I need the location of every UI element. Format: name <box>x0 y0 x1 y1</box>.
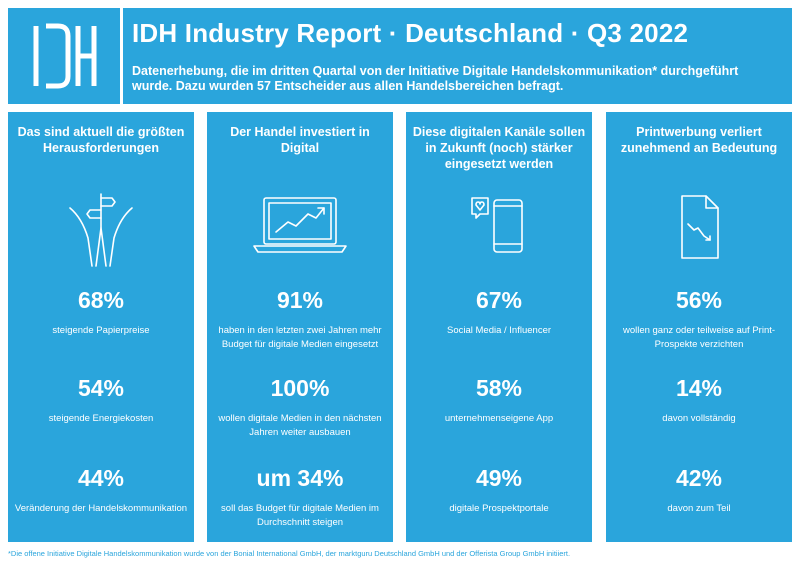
footnote: *Die offene Initiative Digitale Handelsk… <box>8 549 571 558</box>
panel-digital-channels: Diese digitalen Kanäle sollen in Zukunft… <box>406 112 592 542</box>
stat-label: davon vollständig <box>662 413 736 424</box>
stat-label: digitale Prospektportale <box>449 503 549 514</box>
stat-value: 44% <box>77 465 125 491</box>
stat-block: um 34% soll das Budget für digitale Medi… <box>207 464 393 530</box>
smartphone-heart-icon <box>406 188 592 268</box>
stat-label: steigende Energiekosten <box>48 413 154 424</box>
stat-label: haben in den letzten zwei Jahren mehr Bu… <box>218 325 382 350</box>
stat-label: Veränderung der Handelskommunikation <box>14 503 188 514</box>
panel-challenges: Das sind aktuell die größten Herausforde… <box>8 112 194 542</box>
stat-block: 44% Veränderung der Handelskommunikation <box>8 464 194 516</box>
stat-block: 14% davon vollständig <box>606 374 792 426</box>
document-decline-icon <box>606 188 792 268</box>
stat-block: 42% davon zum Teil <box>606 464 792 516</box>
idh-logo <box>8 8 123 104</box>
stat-value: 42% <box>675 465 723 491</box>
stat-value: 67% <box>475 287 523 313</box>
panel-title: Printwerbung verliert zunehmend an Bedeu… <box>620 125 778 155</box>
report-title: IDH Industry Report · Deutschland · Q3 2… <box>132 18 689 48</box>
crossroads-signpost-icon <box>8 188 194 268</box>
panel-title: Der Handel investiert in Digital <box>230 125 370 155</box>
stat-value: 14% <box>675 375 723 401</box>
stat-label: davon zum Teil <box>667 503 731 514</box>
stat-block: 67% Social Media / Influencer <box>406 286 592 338</box>
panel-digital-investment: Der Handel investiert in Digital 91% hab… <box>207 112 393 542</box>
stat-label: unternehmenseigene App <box>444 413 554 424</box>
idh-logo-icon <box>33 23 97 89</box>
panel-title: Diese digitalen Kanäle sollen in Zukunft… <box>412 125 586 171</box>
stat-block: 56% wollen ganz oder teilweise auf Print… <box>606 286 792 352</box>
stat-label: wollen ganz oder teilweise auf Print-Pro… <box>622 325 776 350</box>
panel-print-advertising: Printwerbung verliert zunehmend an Bedeu… <box>606 112 792 542</box>
stat-block: 54% steigende Energiekosten <box>8 374 194 426</box>
stat-value: 100% <box>270 375 330 401</box>
stat-value: 56% <box>675 287 723 313</box>
laptop-chart-icon <box>207 188 393 268</box>
stat-label: steigende Papierpreise <box>52 325 150 336</box>
stat-block: 68% steigende Papierpreise <box>8 286 194 338</box>
stat-value: 54% <box>77 375 125 401</box>
stat-value: 49% <box>475 465 523 491</box>
stat-value: 68% <box>77 287 125 313</box>
stat-value: um 34% <box>256 465 344 491</box>
report-header: IDH Industry Report · Deutschland · Q3 2… <box>8 8 792 104</box>
stat-value: 58% <box>475 375 523 401</box>
stat-label: Social Media / Influencer <box>446 325 552 336</box>
stat-block: 58% unternehmenseigene App <box>406 374 592 426</box>
panel-title: Das sind aktuell die größten Herausforde… <box>17 125 185 155</box>
stat-label: soll das Budget für digitale Medien im D… <box>221 503 379 528</box>
stat-block: 91% haben in den letzten zwei Jahren meh… <box>207 286 393 352</box>
stat-value: 91% <box>276 287 324 313</box>
stat-label: wollen digitale Medien in den nächsten J… <box>218 413 382 438</box>
stat-block: 49% digitale Prospektportale <box>406 464 592 516</box>
stat-block: 100% wollen digitale Medien in den nächs… <box>207 374 393 440</box>
report-subtitle: Datenerhebung, die im dritten Quartal vo… <box>132 64 739 93</box>
